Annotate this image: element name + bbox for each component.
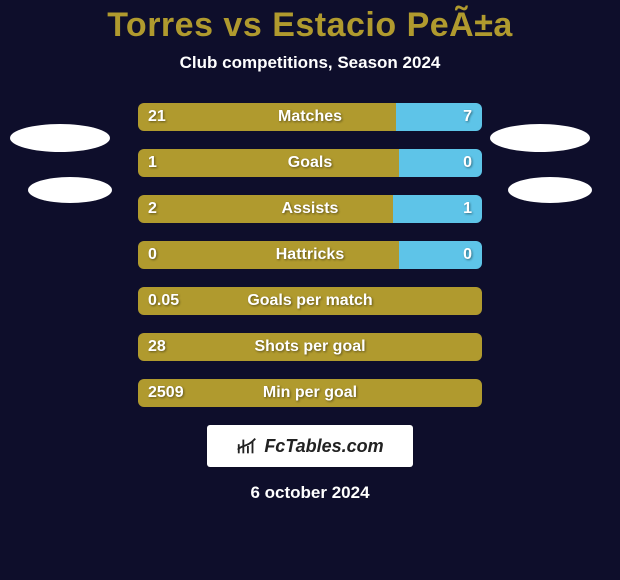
stat-row: Shots per goal28 xyxy=(138,333,482,361)
brand-text: FcTables.com xyxy=(264,436,383,457)
stat-row: Goals10 xyxy=(138,149,482,177)
bar-left xyxy=(138,149,399,177)
bar-right xyxy=(396,103,482,131)
bar-left xyxy=(138,241,399,269)
bar-left xyxy=(138,195,393,223)
date-text: 6 october 2024 xyxy=(0,483,620,503)
stat-row: Assists21 xyxy=(138,195,482,223)
stat-row: Matches217 xyxy=(138,103,482,131)
bar-track xyxy=(138,149,482,177)
bar-track xyxy=(138,287,482,315)
stat-row: Min per goal2509 xyxy=(138,379,482,407)
bar-left xyxy=(138,379,482,407)
player-avatar-left xyxy=(10,124,110,152)
bar-left xyxy=(138,333,482,361)
stat-row: Goals per match0.05 xyxy=(138,287,482,315)
bar-left xyxy=(138,287,482,315)
subtitle: Club competitions, Season 2024 xyxy=(0,53,620,73)
bar-track xyxy=(138,103,482,131)
player-avatar-right xyxy=(490,124,590,152)
bar-track xyxy=(138,379,482,407)
stat-row: Hattricks00 xyxy=(138,241,482,269)
brand-logo-icon xyxy=(236,435,258,457)
comparison-card: Torres vs Estacio PeÃ±a Club competition… xyxy=(0,0,620,580)
page-title: Torres vs Estacio PeÃ±a xyxy=(0,0,620,45)
brand-badge: FcTables.com xyxy=(207,425,413,467)
player-avatar-left xyxy=(28,177,112,203)
bar-right xyxy=(393,195,482,223)
bar-right xyxy=(399,241,482,269)
bar-track xyxy=(138,241,482,269)
bar-track xyxy=(138,195,482,223)
bar-track xyxy=(138,333,482,361)
player-avatar-right xyxy=(508,177,592,203)
bar-right xyxy=(399,149,482,177)
bar-left xyxy=(138,103,396,131)
